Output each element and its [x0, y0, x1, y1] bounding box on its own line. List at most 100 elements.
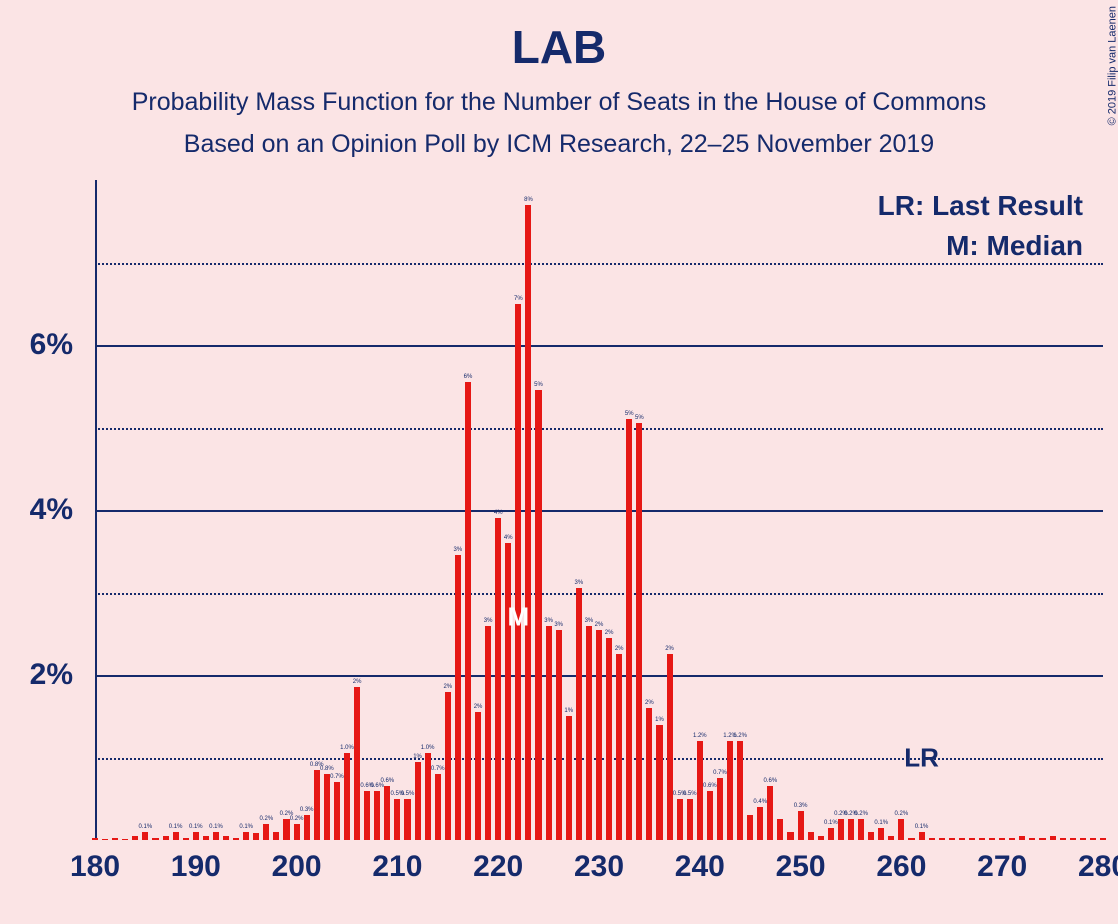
bar [767, 786, 773, 840]
bar [1090, 838, 1096, 840]
bar [1070, 838, 1076, 840]
bar [183, 838, 189, 840]
bar [495, 518, 501, 840]
bar-value-label: 0.1% [139, 824, 153, 830]
bar [273, 832, 279, 840]
bar [646, 708, 652, 840]
grid-minor [95, 593, 1103, 595]
bar [798, 811, 804, 840]
bar [324, 774, 330, 840]
bar [1080, 838, 1086, 840]
bar [515, 304, 521, 840]
bar [989, 838, 995, 840]
x-tick-label: 230 [574, 850, 624, 884]
bar-value-label: 0.3% [794, 803, 808, 809]
bar-value-label: 0.2% [290, 816, 304, 822]
bar [233, 838, 239, 840]
bar-value-label: 0.2% [854, 811, 868, 817]
y-tick-label: 2% [30, 658, 73, 692]
bar [122, 839, 128, 840]
bar-value-label: 5% [635, 415, 644, 421]
bar-value-label: 0.5% [683, 791, 697, 797]
bar-value-label: 3% [484, 618, 493, 624]
bar [576, 588, 582, 840]
bar [586, 626, 592, 841]
bar [525, 205, 531, 840]
bar [848, 819, 854, 840]
bar-value-label: 3% [544, 618, 553, 624]
bar [102, 839, 108, 840]
x-tick-label: 280 [1078, 850, 1118, 884]
bar-value-label: 1.0% [421, 745, 435, 751]
bar [878, 828, 884, 840]
bar [1039, 838, 1045, 840]
x-tick-label: 250 [776, 850, 826, 884]
bar-value-label: 1% [564, 708, 573, 714]
bar-value-label: 0.1% [239, 824, 253, 830]
bar-value-label: 0.7% [431, 766, 445, 772]
bar [596, 630, 602, 840]
bar [747, 815, 753, 840]
bar [757, 807, 763, 840]
x-tick-label: 220 [473, 850, 523, 884]
bar-value-label: 0.5% [401, 791, 415, 797]
bar-value-label: 8% [524, 197, 533, 203]
legend-m: M: Median [946, 230, 1083, 262]
x-tick-label: 260 [876, 850, 926, 884]
bar [112, 838, 118, 840]
x-tick-label: 190 [171, 850, 221, 884]
bar-value-label: 2% [645, 700, 654, 706]
bar [1060, 838, 1066, 840]
bar [656, 725, 662, 841]
bar-value-label: 2% [615, 646, 624, 652]
bar [697, 741, 703, 840]
bar [384, 786, 390, 840]
bar [283, 819, 289, 840]
bar [858, 819, 864, 840]
bar-value-label: 0.2% [895, 811, 909, 817]
bar [344, 753, 350, 840]
bar-value-label: 3% [454, 547, 463, 553]
bar [868, 832, 874, 840]
bar-value-label: 3% [554, 622, 563, 628]
bar [203, 836, 209, 840]
x-tick-label: 210 [372, 850, 422, 884]
bar [908, 838, 914, 840]
bar [919, 832, 925, 840]
bar-value-label: 0.1% [169, 824, 183, 830]
bar-value-label: 2% [605, 630, 614, 636]
bar [243, 832, 249, 840]
y-tick-label: 6% [30, 328, 73, 362]
bar-value-label: 7% [514, 296, 523, 302]
bar [707, 791, 713, 841]
bar-value-label: 0.1% [209, 824, 223, 830]
bar [334, 782, 340, 840]
bar [1019, 836, 1025, 840]
bar [485, 626, 491, 841]
bar-value-label: 0.7% [713, 770, 727, 776]
bar-value-label: 3% [574, 580, 583, 586]
annotation-median: M [508, 602, 530, 633]
bar [979, 838, 985, 840]
bar [626, 419, 632, 840]
bar [505, 543, 511, 840]
bar [374, 791, 380, 841]
bar [404, 799, 410, 840]
bar [898, 819, 904, 840]
bar [999, 838, 1005, 840]
bar [677, 799, 683, 840]
bar [687, 799, 693, 840]
bar [193, 832, 199, 840]
x-tick-label: 200 [272, 850, 322, 884]
bar-value-label: 0.1% [189, 824, 203, 830]
bar-value-label: 0.2% [260, 816, 274, 822]
legend-lr: LR: Last Result [878, 190, 1083, 222]
bar [142, 832, 148, 840]
bar [92, 838, 98, 840]
bar-value-label: 1.2% [733, 733, 747, 739]
bar [838, 819, 844, 840]
x-tick-label: 270 [977, 850, 1027, 884]
chart-subtitle-2: Based on an Opinion Poll by ICM Research… [0, 130, 1118, 159]
bar [163, 836, 169, 840]
bar [354, 687, 360, 840]
